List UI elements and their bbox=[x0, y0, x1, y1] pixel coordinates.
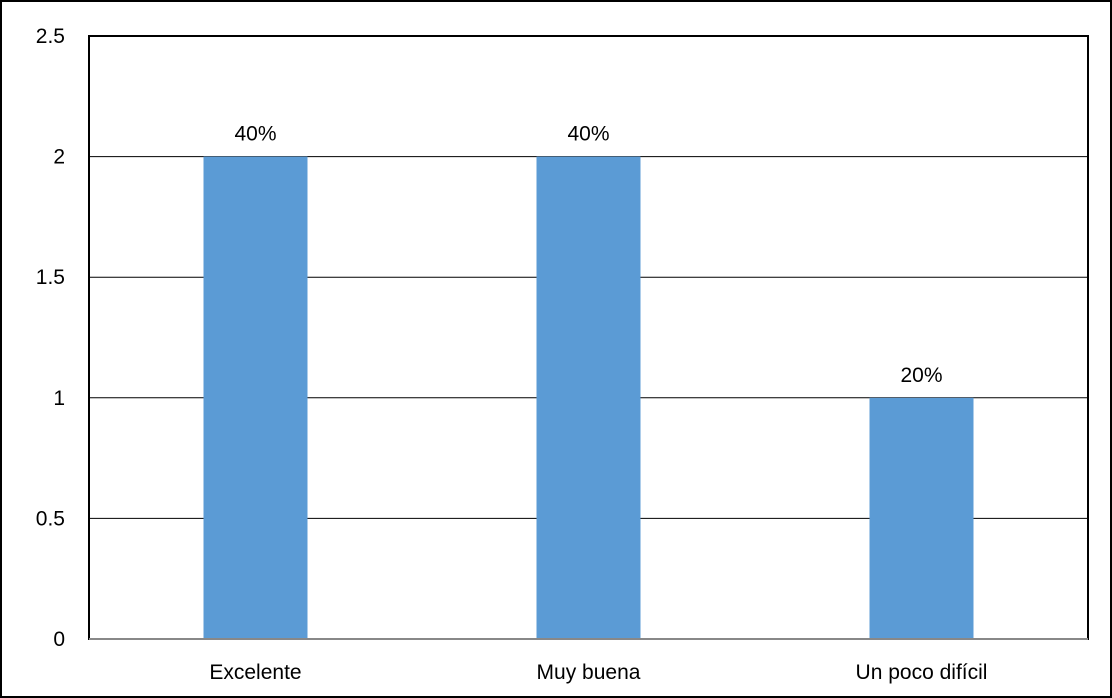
labels: 0 0.5 1 1.5 2 2.5 40% Excelente 40% Muy buena 20% U… bbox=[36, 25, 988, 684]
x-category-label: Muy buena bbox=[537, 661, 641, 684]
bar bbox=[536, 156, 641, 639]
y-tick-label: 1.5 bbox=[36, 266, 65, 289]
bar bbox=[203, 156, 308, 639]
axes bbox=[88, 35, 1089, 640]
y-tick-label: 2.5 bbox=[36, 25, 65, 48]
bar bbox=[869, 397, 974, 639]
data-label: 40% bbox=[234, 123, 276, 146]
y-tick-label: 0.5 bbox=[36, 507, 65, 530]
data-label: 20% bbox=[900, 364, 942, 387]
bars bbox=[203, 156, 974, 639]
data-label: 40% bbox=[567, 123, 609, 146]
x-category-label: Excelente bbox=[209, 661, 301, 684]
x-category-label: Un poco difícil bbox=[856, 661, 988, 684]
y-tick-label: 0 bbox=[53, 628, 65, 651]
y-tick-label: 2 bbox=[53, 146, 65, 169]
y-tick-label: 1 bbox=[53, 387, 65, 410]
